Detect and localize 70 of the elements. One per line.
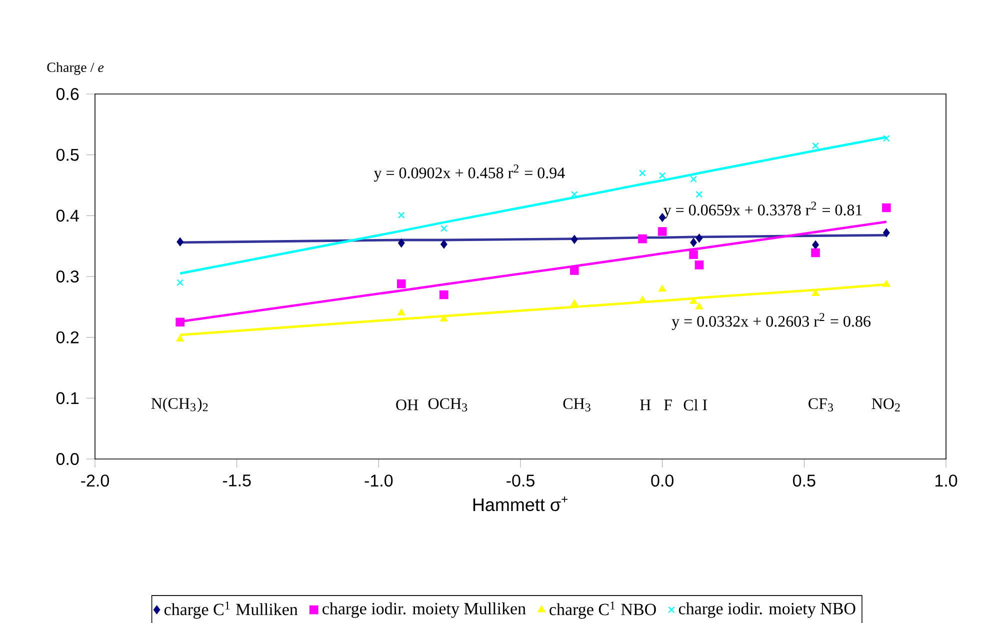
point — [176, 318, 185, 327]
legend-label: charge iodir. moiety Mulliken — [322, 602, 526, 618]
annotation: y = 0.0902x + 0.458 r$^{2}$ = 0.94 — [374, 164, 565, 182]
point — [570, 190, 578, 198]
point — [811, 248, 820, 258]
point — [658, 172, 666, 179]
point — [690, 176, 697, 183]
point — [812, 142, 819, 150]
legend-label: charge iodir. moiety NBO — [678, 602, 856, 618]
y-tick-label: 0.1 — [56, 392, 79, 404]
annotation: OCH$_{3}$ — [428, 398, 468, 412]
x-tick-label: -1.0 — [364, 474, 393, 487]
y-tick-label: 0.3 — [56, 270, 79, 283]
point — [440, 225, 448, 232]
x-tick-label: 0.5 — [793, 474, 816, 487]
x-tick-label: -0.5 — [506, 474, 534, 487]
annotation: y = 0.0332x + 0.2603 r$^{2}$ = 0.86 — [672, 312, 870, 330]
annotation: H — [640, 400, 651, 410]
point — [690, 297, 698, 304]
annotation: Cl — [684, 399, 698, 410]
annotation: I — [702, 400, 707, 410]
point — [695, 302, 704, 310]
point — [397, 308, 406, 316]
annotation: CH$_{3}$ — [563, 398, 590, 412]
point — [176, 237, 184, 246]
point — [883, 135, 890, 142]
point — [398, 212, 405, 218]
annotation: N(CH$_{3}$)$_{2}$ — [151, 398, 208, 412]
line-series — [178, 136, 888, 275]
point — [571, 235, 578, 244]
x-tick-label: 0.0 — [651, 474, 674, 487]
y-tick-label: 0.0 — [56, 452, 79, 466]
point — [396, 279, 406, 288]
point — [440, 314, 448, 322]
point — [176, 279, 184, 286]
point — [812, 240, 819, 250]
x-tick-label: -2.0 — [81, 474, 109, 487]
point — [883, 228, 890, 238]
point — [639, 170, 646, 177]
point — [882, 203, 891, 212]
point — [570, 299, 578, 306]
point — [694, 260, 704, 270]
point — [696, 190, 703, 198]
x-axis-title: Hammett σ$^{+}$ — [473, 496, 568, 512]
y-tick-label: 0.5 — [56, 148, 79, 161]
annotation: F — [664, 400, 672, 410]
x-tick-label: -1.5 — [222, 474, 251, 486]
y-axis-title: Charge / e — [47, 62, 104, 75]
point — [882, 280, 890, 287]
x-tick-label: 1.0 — [935, 474, 958, 487]
point — [812, 289, 820, 296]
point — [689, 250, 698, 260]
annotation: CF$_{3}$ — [808, 398, 834, 412]
point — [398, 238, 405, 248]
y-tick-label: 0.6 — [56, 88, 79, 100]
point — [440, 290, 448, 300]
y-tick-label: 0.2 — [56, 331, 79, 344]
y-tick-label: 0.4 — [56, 210, 79, 222]
point — [658, 227, 667, 236]
annotation: NO$_{2}$ — [872, 398, 900, 412]
point — [638, 234, 647, 244]
point — [696, 234, 703, 243]
point — [658, 284, 666, 292]
legend-label: charge C$^{1}$ Mulliken — [164, 602, 298, 619]
annotation: OH — [396, 399, 418, 410]
point — [690, 238, 697, 247]
point — [176, 334, 184, 342]
legend-label: charge C$^{1}$ NBO — [550, 602, 656, 619]
point — [570, 266, 579, 275]
point — [440, 240, 448, 249]
